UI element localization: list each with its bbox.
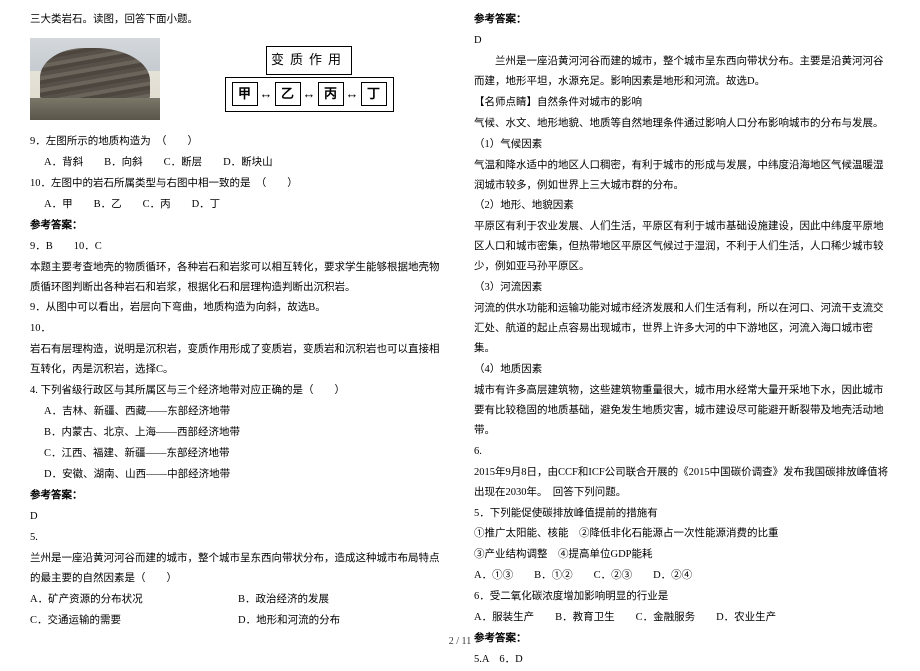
- boxes-row: 甲 ↔ 乙 ↔ 丙 ↔ 丁: [225, 77, 394, 112]
- answer-header-4: 参考答案：: [30, 486, 446, 506]
- question-10: 10．左图中的岩石所属类型与右图中相一致的是 （ ）: [30, 174, 446, 194]
- question-4: 4. 下列省级行政区与其所属区与三个经济地带对应正确的是（ ）: [30, 381, 446, 401]
- cond1-text: 气温和降水适中的地区人口稠密，有利于城市的形成与发展，中纬度沿海地区气候温暖湿润…: [474, 156, 890, 196]
- number-5: 5.: [30, 528, 446, 548]
- cond2-text: 平原区有利于农业发展、人们生活，平原区有利于城市基础设施建设，因此中纬度平原地区…: [474, 217, 890, 277]
- question-9-options: A．背斜 B．向斜 C．断层 D．断块山: [30, 153, 446, 173]
- cond4-text: 城市有许多高层建筑物，这些建筑物重量很大，城市用水经常大量开采地下水，因此城市要…: [474, 381, 890, 441]
- q6-6-options: A．服装生产 B．教育卫生 C．金融服务 D．农业生产: [474, 608, 890, 628]
- q4-opt-b: B．内蒙古、北京、上海——西部经济地带: [30, 423, 446, 443]
- q6-measures-2: ③产业结构调整 ④提高单位GDP能耗: [474, 545, 890, 565]
- q4-opt-c: C．江西、福建、新疆——东部经济地带: [30, 444, 446, 464]
- question-5: 兰州是一座沿黄河河谷而建的城市，整个城市呈东西向带状分布，造成这种城市布局特点的…: [30, 549, 446, 589]
- ground-strip: [30, 98, 160, 120]
- q5-opt-b: B．政治经济的发展: [238, 590, 446, 610]
- arrow-icon: ↔: [258, 82, 275, 107]
- box-jia: 甲: [232, 82, 258, 106]
- cond2-header: （2）地形、地貌因素: [474, 196, 890, 216]
- question-10-options: A．甲 B．乙 C．丙 D．丁: [30, 195, 446, 215]
- cond1-header: （1）气候因素: [474, 135, 890, 155]
- q4-opt-a: A．吉林、新疆、西藏——东部经济地带: [30, 402, 446, 422]
- q6-measures-1: ①推广太阳能、核能 ②降低非化石能源占一次性能源消费的比重: [474, 524, 890, 544]
- q5-opt-d: D．地形和河流的分布: [238, 611, 446, 631]
- q6-5-options: A．①③ B．①② C．②③ D．②④: [474, 566, 890, 586]
- intro-text: 三大类岩石。读图，回答下面小题。: [30, 10, 446, 30]
- arrow-icon: ↔: [301, 82, 318, 107]
- diagram: 变质作用 甲 ↔ 乙 ↔ 丙 ↔ 丁: [172, 46, 446, 111]
- answer-910: 9．B 10．C: [30, 237, 446, 257]
- box-ding: 丁: [361, 82, 387, 106]
- explain-10: 岩石有层理构造，说明是沉积岩，变质作用形成了变质岩，变质岩和沉积岩也可以直接相互…: [30, 340, 446, 380]
- q5-opt-a: A．矿产资源的分布状况: [30, 590, 238, 610]
- answer-5: D: [474, 31, 890, 51]
- tip-header: 【名师点睛】自然条件对城市的影响: [474, 93, 890, 113]
- number-10: 10．: [30, 319, 446, 339]
- page-footer: 2 / 11: [0, 636, 920, 647]
- q5-options-row2: C．交通运输的需要 D．地形和河流的分布: [30, 611, 446, 632]
- question-9: 9．左图所示的地质构造为 （ ）: [30, 132, 446, 152]
- answer-header-5: 参考答案：: [474, 10, 890, 30]
- cond3-header: （3）河流因素: [474, 278, 890, 298]
- cond4-header: （4）地质因素: [474, 360, 890, 380]
- answer-header: 参考答案：: [30, 216, 446, 236]
- diagram-label: 变质作用: [266, 46, 352, 75]
- q5-opt-c: C．交通运输的需要: [30, 611, 238, 631]
- figure-row: 变质作用 甲 ↔ 乙 ↔ 丙 ↔ 丁: [30, 38, 446, 120]
- explain-5: 兰州是一座沿黄河河谷而建的城市，整个城市呈东西向带状分布。主要是沿黄河河谷而建，…: [474, 52, 890, 92]
- q4-opt-d: D．安徽、湖南、山西——中部经济地带: [30, 465, 446, 485]
- number-6: 6.: [474, 442, 890, 462]
- explain-general: 本题主要考查地壳的物质循环，各种岩石和岩浆可以相互转化，要求学生能够根据地壳物质…: [30, 258, 446, 298]
- box-yi: 乙: [275, 82, 301, 106]
- box-bing: 丙: [318, 82, 344, 106]
- q6-6: 6．受二氧化碳浓度增加影响明显的行业是: [474, 587, 890, 607]
- rock-shape: [40, 48, 150, 102]
- arrow-icon: ↔: [344, 82, 361, 107]
- q6-5: 5．下列能促使碳排放峰值提前的措施有: [474, 504, 890, 524]
- tip-intro: 气候、水文、地形地貌、地质等自然地理条件通过影响人口分布影响城市的分布与发展。: [474, 114, 890, 134]
- q6-intro: 2015年9月8日，由CCF和ICF公司联合开展的《2015中国碳价调查》发布我…: [474, 463, 890, 503]
- left-column: 三大类岩石。读图，回答下面小题。 变质作用 甲 ↔ 乙 ↔ 丙 ↔ 丁 9．左图…: [30, 10, 446, 671]
- answer-4: D: [30, 507, 446, 527]
- right-column: 参考答案： D 兰州是一座沿黄河河谷而建的城市，整个城市呈东西向带状分布。主要是…: [474, 10, 890, 671]
- rock-photo: [30, 38, 160, 120]
- q5-options-row1: A．矿产资源的分布状况 B．政治经济的发展: [30, 590, 446, 611]
- explain-9: 9．从图中可以看出，岩层向下弯曲，地质构造为向斜，故选B。: [30, 298, 446, 318]
- cond3-text: 河流的供水功能和运输功能对城市经济发展和人们生活有利，所以在河口、河流干支流交汇…: [474, 299, 890, 359]
- answer-6: 5.A 6．D: [474, 650, 890, 670]
